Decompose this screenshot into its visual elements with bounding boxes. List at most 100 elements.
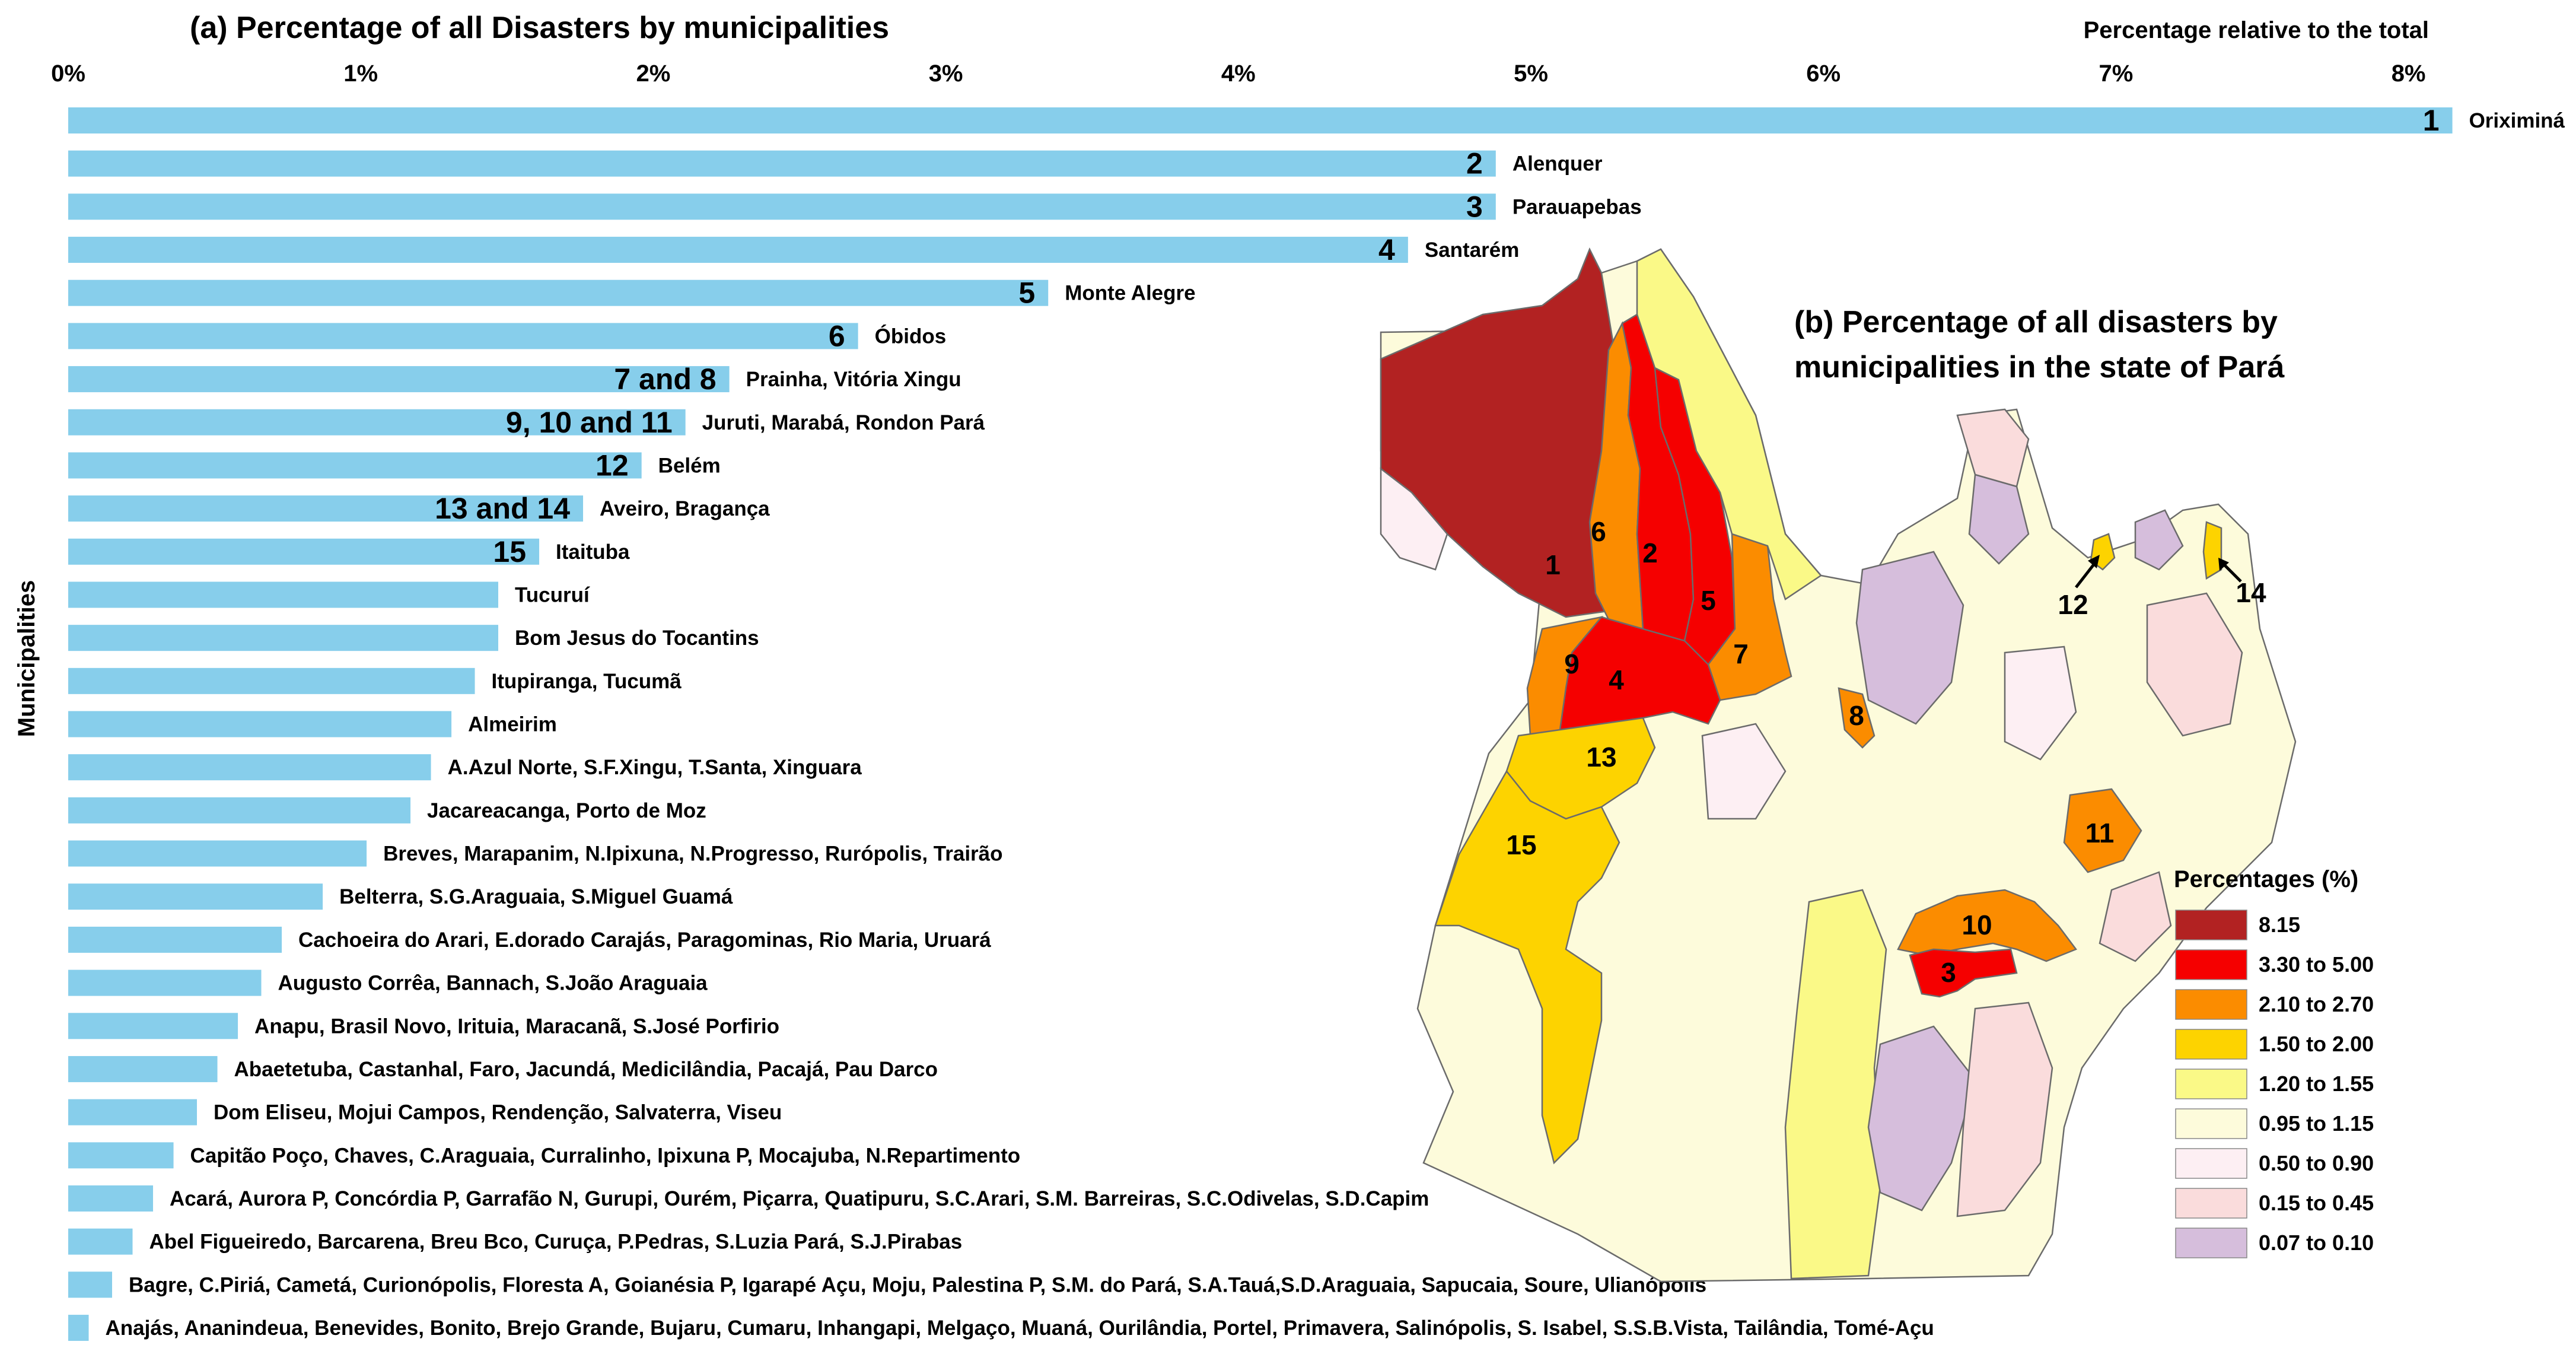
map-regions (1380, 247, 2297, 1283)
region-pink-2 (2099, 871, 2172, 962)
bar (68, 581, 499, 608)
region-almeirim (1636, 248, 1822, 600)
bar-chart-panel: (a) Percentage of all Disasters by munic… (14, 11, 2565, 1341)
para-map-panel: (b) Percentage of all disasters by munic… (1380, 247, 2374, 1283)
map-number-3: 3 (1941, 957, 1956, 988)
bar (68, 1228, 133, 1255)
bar-category-label: Augusto Corrêa, Bannach, S.João Araguaia (278, 972, 708, 995)
arrow-12-head (2088, 555, 2100, 568)
bar-category-label: Itaituba (556, 540, 630, 564)
legend-swatch (2175, 1188, 2247, 1219)
bar (68, 1013, 238, 1039)
legend-label: 1.20 to 1.55 (2259, 1072, 2374, 1096)
legend-label: 0.50 to 0.90 (2259, 1151, 2374, 1175)
x-tick-label: 6% (1806, 61, 1841, 87)
bar-category-label: Breves, Marapanim, N.Ipixuna, N.Progress… (383, 842, 1002, 866)
map-number-11: 11 (2085, 818, 2115, 848)
y-axis-label: Municipalities (14, 580, 40, 737)
legend-label: 2.10 to 2.70 (2259, 992, 2374, 1016)
bar (68, 1185, 154, 1212)
bar-rank-label: 3 (1466, 190, 1483, 223)
bar-rank-label: 13 and 14 (435, 492, 570, 525)
bar-category-label: Almeirim (468, 713, 557, 736)
region-pink-6 (1701, 723, 1787, 820)
region-pink-5 (2004, 646, 2077, 761)
bar-rank-label: 12 (596, 449, 629, 482)
bar-category-label: Tucuruí (515, 583, 590, 606)
bar (68, 1271, 112, 1298)
region-juruti (1526, 616, 1604, 737)
bar (68, 237, 1408, 263)
bar (68, 193, 1496, 220)
bar-category-label: Aveiro, Bragança (600, 497, 770, 520)
x-axis-label: Percentage relative to the total (2084, 17, 2429, 43)
bar-rank-label: 1 (2423, 104, 2440, 137)
bar-category-label: Abel Figueiredo, Barcarena, Breu Bco, Cu… (149, 1231, 963, 1254)
map-number-9: 9 (1564, 648, 1580, 679)
legend-label: 1.50 to 2.00 (2259, 1032, 2374, 1056)
bar-category-label: Itupiranga, Tucumã (492, 670, 682, 693)
map-region-numbers: 1 2 3 4 5 6 7 8 9 10 11 12 13 14 15 (1506, 516, 2266, 988)
legend-swatch (2175, 989, 2247, 1020)
region-pink-1 (1956, 408, 2030, 488)
bar (68, 279, 1049, 306)
region-pink-3 (1956, 1001, 2053, 1217)
bar (68, 754, 431, 781)
bar-rank-label: 2 (1466, 147, 1483, 180)
bar-category-label: Jacareacanga, Porto de Moz (427, 799, 706, 822)
map-number-15: 15 (1506, 829, 1536, 860)
region-east-band (1784, 889, 1887, 1280)
bar-category-label: Capitão Poço, Chaves, C.Araguaia, Curral… (190, 1144, 1021, 1167)
bar (68, 840, 367, 867)
bar (68, 366, 730, 393)
bar (68, 883, 323, 910)
bar-category-label: Prainha, Vitória Xingu (746, 368, 961, 391)
bar (68, 926, 282, 953)
bar-rank-label: 9, 10 and 11 (506, 406, 673, 439)
bar-rank-label: 7 and 8 (614, 363, 716, 396)
bar-category-label: Cachoeira do Arari, E.dorado Carajás, Pa… (298, 929, 991, 952)
arrow-14-head (2218, 558, 2229, 571)
map-number-1: 1 (1545, 549, 1561, 580)
legend-label: 0.95 to 1.15 (2259, 1111, 2374, 1136)
x-tick-label: 2% (636, 61, 670, 87)
x-tick-label: 0% (51, 61, 85, 87)
legend-swatch (2175, 1148, 2247, 1179)
bar-category-label: Bom Jesus do Tocantins (515, 627, 759, 650)
region-parauapebas (1909, 948, 2018, 998)
arrow-14 (2222, 562, 2242, 583)
legend-swatch (2175, 1029, 2247, 1060)
region-lilac-4 (2134, 509, 2184, 571)
region-rondon (2063, 788, 2142, 873)
bar (68, 107, 2453, 133)
legend-swatch (2175, 1228, 2247, 1258)
bar (68, 1055, 218, 1082)
bar-rank-label: 6 (829, 319, 845, 352)
map-legend: Percentages (%) 8.15 3.30 to 5.00 2.10 to … (2174, 866, 2374, 1258)
bar (68, 538, 540, 565)
bar-category-label: Santarém (1425, 239, 1520, 262)
bar (68, 323, 858, 349)
bar-rank-label: 15 (493, 535, 526, 568)
bar (68, 711, 452, 737)
bar-category-label: Parauapebas (1513, 195, 1642, 218)
bar (68, 1142, 174, 1169)
bar-category-label: Anapu, Brasil Novo, Irituia, Maracanã, S… (254, 1015, 779, 1038)
x-tick-label: 8% (2392, 61, 2426, 87)
bar (68, 625, 499, 651)
bar-category-label: Dom Eliseu, Mojui Campos, Rendenção, Sal… (214, 1101, 782, 1124)
map-number-4: 4 (1609, 664, 1624, 695)
bar-category-label: Abaetetuba, Castanhal, Faro, Jacundá, Me… (234, 1058, 938, 1081)
region-pink-4 (2146, 592, 2243, 737)
x-tick-label: 1% (343, 61, 378, 87)
map-number-8: 8 (1849, 700, 1864, 731)
bar-category-label: Bagre, C.Piriá, Cametá, Curionópolis, Fl… (129, 1273, 1706, 1296)
bar (68, 409, 686, 435)
legend-swatch (2175, 949, 2247, 980)
bar (68, 495, 584, 522)
bar-category-label: Óbidos (875, 324, 947, 348)
map-number-5: 5 (1701, 585, 1716, 616)
region-lilac-1 (1855, 551, 1964, 725)
x-axis-ticks: 0% 1% 2% 3% 4% 5% 6% 7% 8% (51, 61, 2425, 87)
